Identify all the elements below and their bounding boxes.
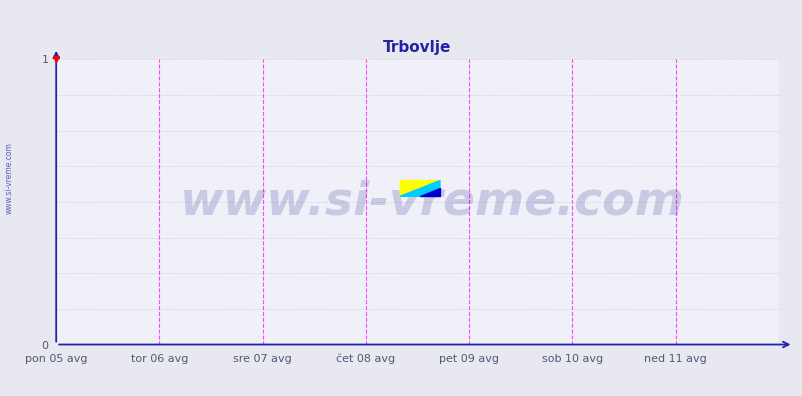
Text: www.si-vreme.com: www.si-vreme.com: [180, 179, 683, 225]
Polygon shape: [419, 188, 439, 196]
Polygon shape: [399, 181, 439, 196]
Title: Trbovlje: Trbovlje: [383, 40, 452, 55]
Text: www.si-vreme.com: www.si-vreme.com: [5, 142, 14, 214]
Polygon shape: [399, 181, 439, 196]
